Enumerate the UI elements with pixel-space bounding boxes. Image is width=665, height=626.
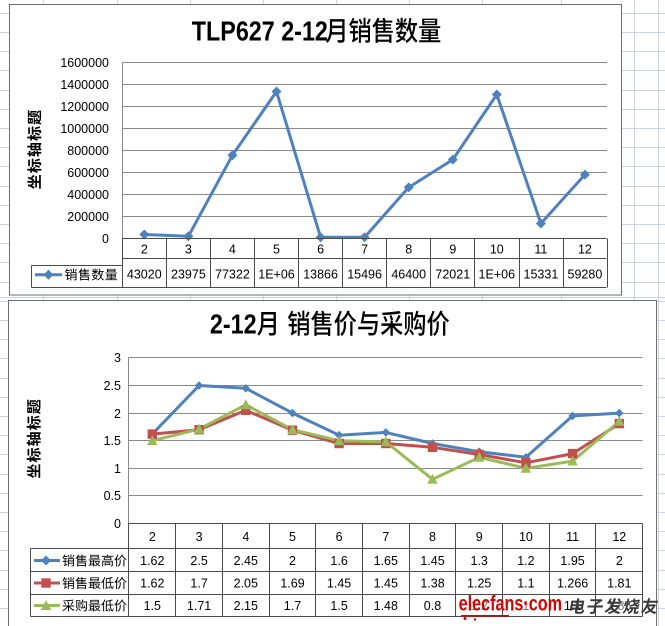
svg-text:1.71: 1.71 [187, 599, 211, 613]
svg-text:3: 3 [196, 530, 203, 544]
svg-text:600000: 600000 [67, 166, 109, 180]
svg-text:43020: 43020 [127, 267, 162, 281]
svg-text:1.7: 1.7 [190, 576, 207, 590]
svg-text:23975: 23975 [171, 267, 206, 281]
svg-text:1.62: 1.62 [140, 576, 164, 590]
svg-text:1.45: 1.45 [420, 554, 444, 568]
svg-text:1.81: 1.81 [607, 576, 631, 590]
svg-text:0: 0 [114, 517, 121, 531]
svg-text:1000000: 1000000 [60, 122, 109, 136]
svg-text:4: 4 [242, 530, 249, 544]
svg-text:1.5: 1.5 [104, 434, 121, 448]
svg-text:1600000: 1600000 [60, 56, 109, 70]
svg-text:1.45: 1.45 [327, 576, 351, 590]
svg-text:4: 4 [229, 242, 236, 256]
svg-text:1200000: 1200000 [60, 100, 109, 114]
svg-text:elecfans·com: elecfans·com [459, 591, 562, 615]
svg-text:2.05: 2.05 [234, 576, 258, 590]
svg-text:46400: 46400 [391, 267, 426, 281]
svg-text:1.25: 1.25 [467, 576, 491, 590]
svg-text:10: 10 [490, 242, 504, 256]
svg-text:8: 8 [429, 530, 436, 544]
svg-text:15331: 15331 [524, 267, 559, 281]
svg-text:5: 5 [273, 242, 280, 256]
svg-text:11: 11 [534, 242, 547, 256]
svg-text:2: 2 [141, 242, 148, 256]
svg-text:2.5: 2.5 [190, 554, 207, 568]
svg-text:1.95: 1.95 [560, 554, 584, 568]
svg-text:1.48: 1.48 [374, 599, 398, 613]
svg-text:1E+06: 1E+06 [479, 267, 516, 281]
svg-text:1: 1 [522, 599, 529, 613]
svg-text:6: 6 [317, 242, 324, 256]
svg-text:2.15: 2.15 [234, 599, 258, 613]
svg-text:200000: 200000 [67, 210, 109, 224]
svg-text:1.5: 1.5 [330, 599, 347, 613]
svg-text:72021: 72021 [435, 267, 470, 281]
svg-text:2: 2 [289, 554, 296, 568]
svg-text:800000: 800000 [67, 144, 109, 158]
svg-text:2-12: 2-12 [210, 310, 257, 340]
svg-text:1: 1 [114, 462, 121, 476]
svg-text:3: 3 [185, 242, 192, 256]
svg-text:1.2: 1.2 [517, 554, 534, 568]
svg-text:1.62: 1.62 [140, 554, 164, 568]
svg-text:400000: 400000 [67, 188, 109, 202]
svg-text:2: 2 [149, 530, 156, 544]
svg-text:15496: 15496 [347, 267, 382, 281]
svg-text:2.45: 2.45 [234, 554, 258, 568]
svg-text:12: 12 [612, 530, 626, 544]
svg-text:1.6: 1.6 [330, 554, 347, 568]
svg-text:7: 7 [382, 530, 389, 544]
svg-text:1.2: 1.2 [471, 599, 488, 613]
svg-text:1E+06: 1E+06 [258, 267, 295, 281]
svg-text:6: 6 [336, 530, 343, 544]
svg-text:12: 12 [578, 242, 592, 256]
svg-text:1.3: 1.3 [471, 554, 488, 568]
svg-text:3: 3 [114, 351, 121, 365]
svg-text:1.7: 1.7 [284, 599, 301, 613]
svg-text:59280: 59280 [568, 267, 603, 281]
svg-text:2.5: 2.5 [104, 379, 121, 393]
svg-text:1.1: 1.1 [517, 576, 534, 590]
svg-text:0.8: 0.8 [424, 599, 441, 613]
svg-text:13866: 13866 [303, 267, 338, 281]
svg-text:1400000: 1400000 [60, 78, 109, 92]
svg-text:2: 2 [616, 554, 623, 568]
svg-text:0: 0 [102, 232, 109, 246]
svg-text:11: 11 [566, 530, 579, 544]
svg-text:77322: 77322 [215, 267, 250, 281]
svg-text:1.45: 1.45 [374, 576, 398, 590]
svg-text:1.65: 1.65 [374, 554, 398, 568]
svg-text:5: 5 [289, 530, 296, 544]
svg-text:1.266: 1.266 [557, 576, 588, 590]
svg-text:TLP627 2-12: TLP627 2-12 [192, 17, 328, 47]
svg-text:0.5: 0.5 [104, 489, 121, 503]
svg-text:9: 9 [476, 530, 483, 544]
svg-text:9: 9 [449, 242, 456, 256]
svg-text:1.38: 1.38 [420, 576, 444, 590]
svg-text:1.5: 1.5 [144, 599, 161, 613]
svg-text:1.69: 1.69 [280, 576, 304, 590]
svg-text:7: 7 [361, 242, 368, 256]
svg-text:8: 8 [405, 242, 412, 256]
svg-text:10: 10 [519, 530, 533, 544]
svg-text:2: 2 [114, 407, 121, 421]
